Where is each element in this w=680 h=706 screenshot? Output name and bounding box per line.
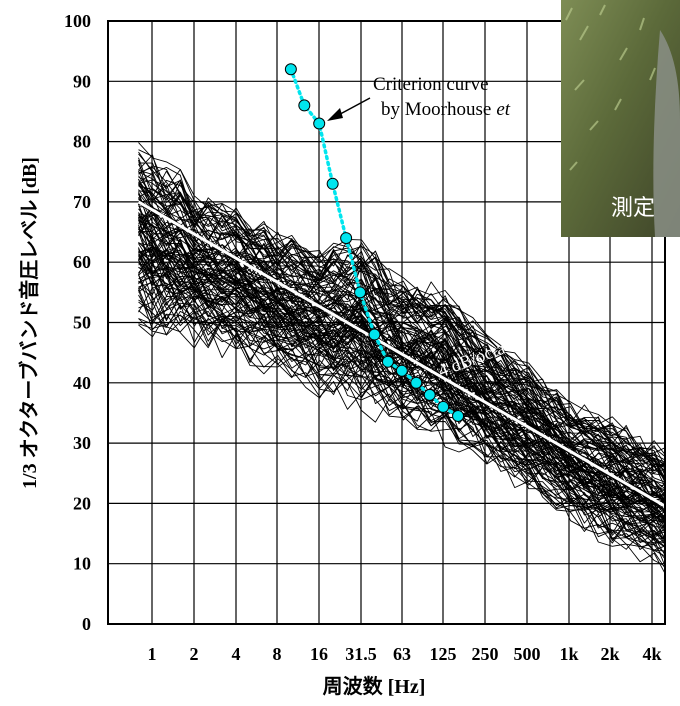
photo-caption: 測定	[611, 196, 655, 221]
y-tick-label: 20	[73, 493, 91, 513]
measured-curve	[138, 151, 665, 467]
criterion-point	[354, 286, 367, 299]
photo-inset: 測定	[561, 0, 680, 237]
criterion-annotation-line1: Criterion curve	[373, 74, 489, 95]
measured-curve	[138, 264, 665, 534]
y-tick-label: 60	[73, 252, 91, 272]
criterion-point	[326, 177, 339, 190]
criterion-annotation: Criterion curve by Moorhouse et	[327, 74, 511, 121]
criterion-point	[368, 328, 381, 341]
criterion-point	[437, 400, 450, 413]
x-tick-labels: 1 2 4 8 16 31.5 63 125 250 500 1k 2k 4k	[148, 644, 662, 664]
x-tick-label: 1	[148, 644, 157, 664]
x-tick-label: 250	[472, 644, 499, 664]
photo-texture	[565, 4, 656, 171]
measured-curve	[138, 219, 665, 503]
y-tick-label: 70	[73, 192, 91, 212]
y-tick-label: 10	[73, 554, 91, 574]
y-tick-label: 0	[82, 614, 91, 634]
measured-curve	[138, 183, 665, 472]
y-tick-labels: 0 10 20 30 40 50 60 70 80 90 100	[64, 11, 91, 634]
measured-curve	[138, 301, 665, 569]
slope-reference-layer	[137, 200, 665, 508]
x-tick-label: 16	[310, 644, 328, 664]
photo-object	[653, 30, 680, 237]
criterion-arrow-head	[327, 108, 343, 121]
measured-curve	[138, 181, 665, 491]
x-tick-label: 2	[190, 644, 199, 664]
criterion-point	[313, 117, 326, 130]
y-tick-label: 100	[64, 11, 91, 31]
criterion-point	[340, 232, 353, 245]
x-tick-label: 31.5	[345, 644, 377, 664]
criterion-curve	[284, 63, 465, 422]
x-tick-label: 4	[232, 644, 241, 664]
criterion-point	[452, 409, 465, 422]
y-tick-label: 80	[73, 132, 91, 152]
x-tick-label: 1k	[559, 644, 578, 664]
x-tick-label: 8	[273, 644, 282, 664]
measured-curve	[138, 252, 665, 523]
measured-curve	[138, 183, 665, 476]
measured-curve	[138, 162, 665, 467]
measured-curve	[138, 310, 665, 554]
measured-curve	[138, 286, 665, 544]
y-tick-label: 40	[73, 373, 91, 393]
measured-curve	[138, 179, 665, 468]
measured-curve	[138, 279, 665, 542]
measured-curve	[138, 289, 665, 560]
criterion-point	[410, 376, 423, 389]
x-tick-label: 4k	[642, 644, 661, 664]
measured-curve	[138, 314, 665, 568]
measured-curve	[138, 287, 665, 557]
measured-curve	[138, 313, 665, 575]
criterion-annotation-author: by Moorhouse	[381, 99, 491, 120]
measured-curve	[138, 169, 665, 483]
x-tick-label: 125	[430, 644, 457, 664]
x-tick-label: 500	[514, 644, 541, 664]
measured-curve	[138, 193, 665, 495]
criterion-annotation-line2: by Moorhouse et	[381, 99, 511, 120]
criterion-point	[284, 63, 297, 76]
measured-curve	[138, 193, 665, 488]
criterion-point	[395, 364, 408, 377]
x-tick-label: 63	[393, 644, 411, 664]
measured-curve	[138, 245, 665, 522]
criterion-point	[381, 355, 394, 368]
y-tick-label: 30	[73, 433, 91, 453]
slope-reference-line	[137, 200, 665, 508]
measured-curve	[138, 166, 665, 472]
measured-curve	[138, 199, 665, 501]
measured-curve	[138, 285, 665, 548]
measured-curve	[138, 247, 665, 536]
x-axis-title: 周波数 [Hz]	[323, 674, 426, 698]
x-tick-label: 2k	[600, 644, 619, 664]
criterion-annotation-italic: et	[496, 99, 510, 120]
measured-curve	[138, 294, 665, 549]
measured-curve	[138, 301, 665, 567]
measured-curve	[138, 212, 665, 502]
measured-curve	[138, 205, 665, 485]
y-axis-title: 1/3 オクターブバンド音圧レベル [dB]	[17, 157, 41, 489]
measured-curve	[138, 276, 665, 542]
y-tick-label: 90	[73, 71, 91, 91]
measured-curve	[138, 250, 665, 523]
measured-curve	[138, 216, 665, 514]
criterion-point	[298, 99, 311, 112]
criterion-point	[423, 388, 436, 401]
y-tick-label: 50	[73, 313, 91, 333]
measured-curve	[138, 254, 665, 514]
plot-frame	[107, 20, 666, 625]
